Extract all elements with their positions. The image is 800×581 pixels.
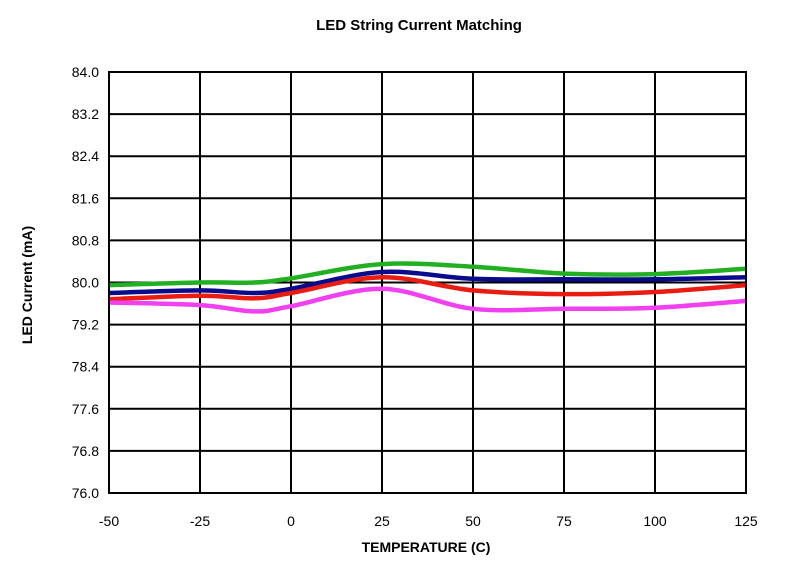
y-tick-label: 80.0 (72, 275, 99, 291)
y-tick-label: 81.6 (72, 190, 99, 206)
y-axis-label: LED Current (mA) (19, 226, 35, 344)
x-tick-label: 100 (643, 513, 667, 529)
y-tick-label: 84.0 (72, 64, 99, 80)
chart-title: LED String Current Matching (316, 17, 522, 34)
x-tick-label: 75 (556, 513, 572, 529)
x-tick-labels: -50 -25 0 25 50 75 100 125 (99, 513, 758, 529)
y-tick-label: 77.6 (72, 401, 99, 417)
series-line-2 (108, 269, 747, 296)
x-tick-label: 125 (734, 513, 758, 529)
x-tick-label: 25 (374, 513, 390, 529)
y-tick-labels: 76.0 76.8 77.6 78.4 79.2 80.0 80.8 81.6 82.4 83.2… (72, 64, 99, 501)
series-line-3 (108, 274, 747, 302)
y-tick-label: 76.8 (72, 443, 99, 459)
series-line-4 (108, 286, 747, 314)
x-tick-label: -25 (190, 513, 210, 529)
series-layer (108, 261, 747, 314)
y-tick-label: 78.4 (72, 359, 99, 375)
plot-border (108, 71, 747, 494)
y-tick-label: 80.8 (72, 232, 99, 248)
y-tick-label: 76.0 (72, 485, 99, 501)
x-tick-label: 0 (287, 513, 295, 529)
y-tick-label: 79.2 (72, 317, 99, 333)
y-tick-label: 82.4 (72, 148, 99, 164)
x-tick-label: -50 (99, 513, 119, 529)
y-tick-label: 83.2 (72, 106, 99, 122)
series-line-1 (108, 261, 747, 288)
x-tick-label: 50 (465, 513, 481, 529)
x-axis-label: TEMPERATURE (C) (362, 539, 491, 555)
